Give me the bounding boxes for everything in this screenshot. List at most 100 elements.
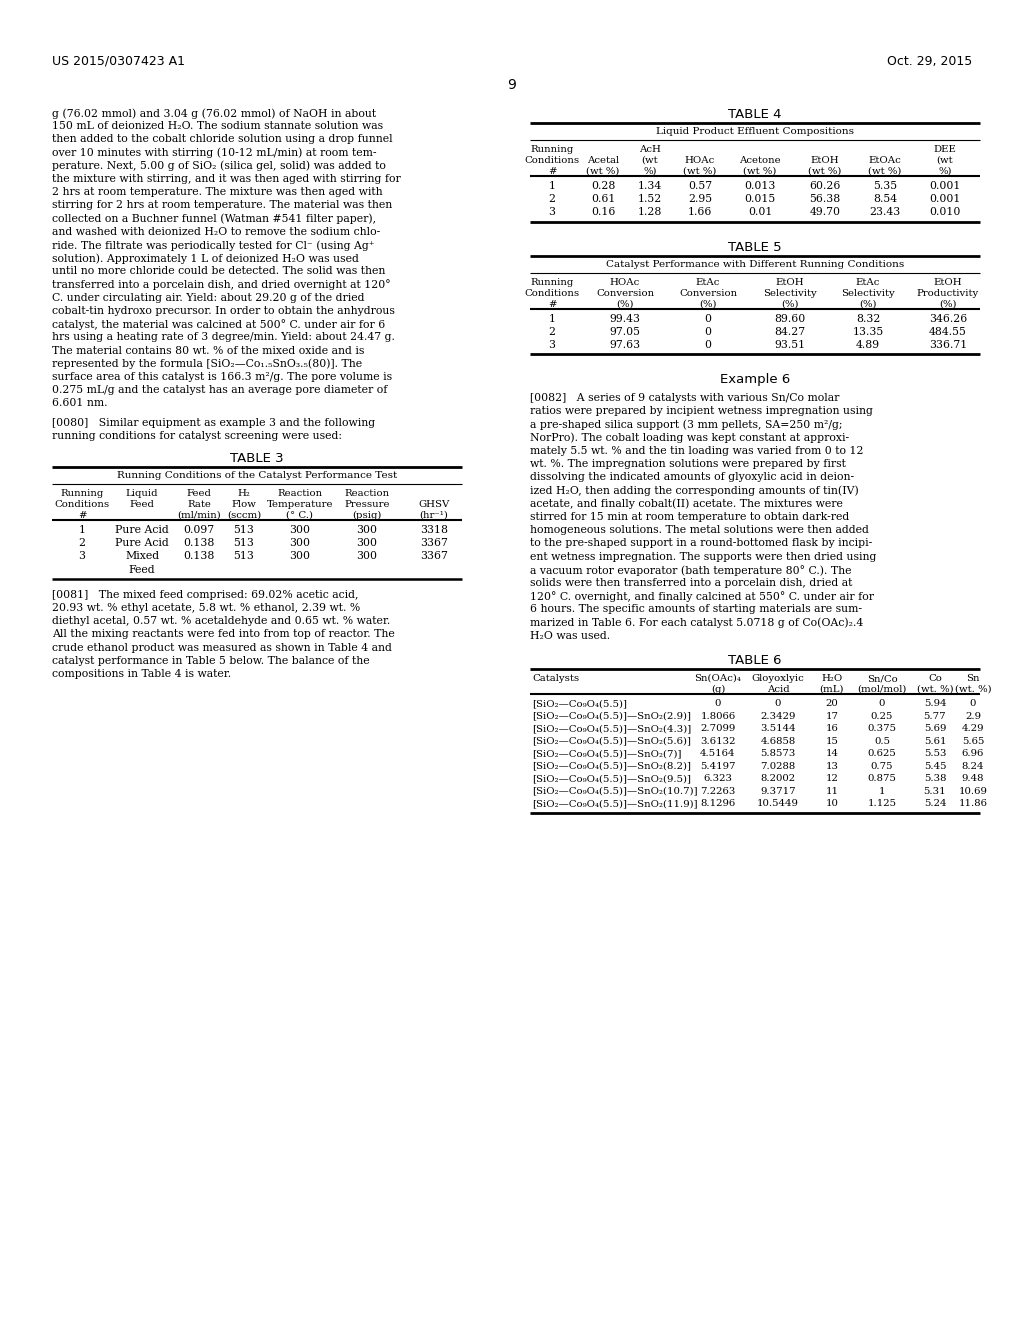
Text: [0080]   Similar equipment as example 3 and the following: [0080] Similar equipment as example 3 an… <box>52 417 375 428</box>
Text: 17: 17 <box>825 711 839 721</box>
Text: 0: 0 <box>705 341 712 350</box>
Text: 49.70: 49.70 <box>810 207 841 218</box>
Text: 10: 10 <box>825 799 839 808</box>
Text: 1: 1 <box>879 787 886 796</box>
Text: 4.5164: 4.5164 <box>700 748 736 758</box>
Text: Catalysts: Catalysts <box>532 675 580 682</box>
Text: 10.5449: 10.5449 <box>757 799 799 808</box>
Text: 16: 16 <box>825 723 839 733</box>
Text: 4.6858: 4.6858 <box>761 737 796 746</box>
Text: Selectivity: Selectivity <box>841 289 895 297</box>
Text: 3: 3 <box>549 207 555 218</box>
Text: Reaction: Reaction <box>344 488 389 498</box>
Text: 3367: 3367 <box>420 539 447 548</box>
Text: 5.69: 5.69 <box>924 723 946 733</box>
Text: Flow: Flow <box>231 500 256 510</box>
Text: Running Conditions of the Catalyst Performance Test: Running Conditions of the Catalyst Perfo… <box>117 471 397 480</box>
Text: NorPro). The cobalt loading was kept constant at approxi-: NorPro). The cobalt loading was kept con… <box>530 433 849 444</box>
Text: 0.001: 0.001 <box>930 194 961 205</box>
Text: (psig): (psig) <box>352 511 382 520</box>
Text: 99.43: 99.43 <box>609 314 640 323</box>
Text: a vacuum rotor evaporator (bath temperature 80° C.). The: a vacuum rotor evaporator (bath temperat… <box>530 565 852 576</box>
Text: mately 5.5 wt. % and the tin loading was varied from 0 to 12: mately 5.5 wt. % and the tin loading was… <box>530 446 863 455</box>
Text: 5.35: 5.35 <box>872 181 897 191</box>
Text: until no more chloride could be detected. The solid was then: until no more chloride could be detected… <box>52 267 385 276</box>
Text: Acetone: Acetone <box>739 156 781 165</box>
Text: 15: 15 <box>825 737 839 746</box>
Text: Conversion: Conversion <box>596 289 654 297</box>
Text: 0.875: 0.875 <box>867 774 896 783</box>
Text: 1: 1 <box>549 181 555 191</box>
Text: TABLE 6: TABLE 6 <box>728 653 781 667</box>
Text: and washed with deionized H₂O to remove the sodium chlo-: and washed with deionized H₂O to remove … <box>52 227 380 236</box>
Text: 2: 2 <box>79 539 85 548</box>
Text: 8.2002: 8.2002 <box>761 774 796 783</box>
Text: (wt. %): (wt. %) <box>916 685 953 694</box>
Text: represented by the formula [SiO₂—Co₁.₅SnO₃.₅(80)]. The: represented by the formula [SiO₂—Co₁.₅Sn… <box>52 359 362 370</box>
Text: The material contains 80 wt. % of the mixed oxide and is: The material contains 80 wt. % of the mi… <box>52 346 365 355</box>
Text: Productivity: Productivity <box>916 289 979 297</box>
Text: 5.38: 5.38 <box>924 774 946 783</box>
Text: 6.323: 6.323 <box>703 774 732 783</box>
Text: 8.54: 8.54 <box>872 194 897 205</box>
Text: (g): (g) <box>711 685 725 694</box>
Text: %): %) <box>643 168 656 176</box>
Text: (wt %): (wt %) <box>868 168 902 176</box>
Text: 0: 0 <box>775 700 781 708</box>
Text: 2.95: 2.95 <box>688 194 712 205</box>
Text: EtOH: EtOH <box>934 277 963 286</box>
Text: [SiO₂—Co₉O₄(5.5)]—SnO₂(10.7)]: [SiO₂—Co₉O₄(5.5)]—SnO₂(10.7)] <box>532 787 697 796</box>
Text: stirring for 2 hrs at room temperature. The material was then: stirring for 2 hrs at room temperature. … <box>52 201 392 210</box>
Text: 4.29: 4.29 <box>962 723 984 733</box>
Text: (wt %): (wt %) <box>808 168 842 176</box>
Text: 346.26: 346.26 <box>929 314 967 323</box>
Text: Running: Running <box>60 488 103 498</box>
Text: 5.4197: 5.4197 <box>700 762 736 771</box>
Text: wt. %. The impregnation solutions were prepared by first: wt. %. The impregnation solutions were p… <box>530 459 846 469</box>
Text: Selectivity: Selectivity <box>763 289 817 297</box>
Text: 93.51: 93.51 <box>774 341 806 350</box>
Text: All the mixing reactants were fed into from top of reactor. The: All the mixing reactants were fed into f… <box>52 630 394 639</box>
Text: [SiO₂—Co₉O₄(5.5)]—SnO₂(11.9)]: [SiO₂—Co₉O₄(5.5)]—SnO₂(11.9)] <box>532 799 697 808</box>
Text: catalyst performance in Table 5 below. The balance of the: catalyst performance in Table 5 below. T… <box>52 656 370 665</box>
Text: #: # <box>78 511 86 520</box>
Text: 12: 12 <box>825 774 839 783</box>
Text: (%): (%) <box>781 300 799 309</box>
Text: Liquid Product Effluent Compositions: Liquid Product Effluent Compositions <box>656 127 854 136</box>
Text: acetate, and finally cobalt(II) acetate. The mixtures were: acetate, and finally cobalt(II) acetate.… <box>530 499 843 510</box>
Text: AcH: AcH <box>639 145 660 154</box>
Text: (wt %): (wt %) <box>683 168 717 176</box>
Text: 0.138: 0.138 <box>183 552 215 561</box>
Text: 5.53: 5.53 <box>924 748 946 758</box>
Text: #: # <box>548 300 556 309</box>
Text: 1.52: 1.52 <box>638 194 663 205</box>
Text: Mixed: Mixed <box>125 552 159 561</box>
Text: Running: Running <box>530 145 573 154</box>
Text: 20.93 wt. % ethyl acetate, 5.8 wt. % ethanol, 2.39 wt. %: 20.93 wt. % ethyl acetate, 5.8 wt. % eth… <box>52 603 360 612</box>
Text: C. under circulating air. Yield: about 29.20 g of the dried: C. under circulating air. Yield: about 2… <box>52 293 365 302</box>
Text: Conversion: Conversion <box>679 289 737 297</box>
Text: 3: 3 <box>79 552 85 561</box>
Text: solution). Approximately 1 L of deionized H₂O was used: solution). Approximately 1 L of deionize… <box>52 253 358 264</box>
Text: Sn: Sn <box>967 675 980 682</box>
Text: 89.60: 89.60 <box>774 314 806 323</box>
Text: compositions in Table 4 is water.: compositions in Table 4 is water. <box>52 669 231 678</box>
Text: 0.015: 0.015 <box>744 194 775 205</box>
Text: %): %) <box>938 168 951 176</box>
Text: (° C.): (° C.) <box>287 511 313 520</box>
Text: 513: 513 <box>233 525 254 535</box>
Text: g (76.02 mmol) and 3.04 g (76.02 mmol) of NaOH in about: g (76.02 mmol) and 3.04 g (76.02 mmol) o… <box>52 108 376 119</box>
Text: Pure Acid: Pure Acid <box>115 539 169 548</box>
Text: [SiO₂—Co₉O₄(5.5)]: [SiO₂—Co₉O₄(5.5)] <box>532 700 627 708</box>
Text: dissolving the indicated amounts of glyoxylic acid in deion-: dissolving the indicated amounts of glyo… <box>530 473 854 482</box>
Text: H₂O: H₂O <box>821 675 843 682</box>
Text: 9.48: 9.48 <box>962 774 984 783</box>
Text: 0.375: 0.375 <box>867 723 896 733</box>
Text: EtAc: EtAc <box>856 277 881 286</box>
Text: Pure Acid: Pure Acid <box>115 525 169 535</box>
Text: cobalt-tin hydroxo precursor. In order to obtain the anhydrous: cobalt-tin hydroxo precursor. In order t… <box>52 306 395 315</box>
Text: Example 6: Example 6 <box>720 374 791 387</box>
Text: (hr⁻¹): (hr⁻¹) <box>420 511 449 520</box>
Text: 300: 300 <box>290 552 310 561</box>
Text: H₂: H₂ <box>238 488 251 498</box>
